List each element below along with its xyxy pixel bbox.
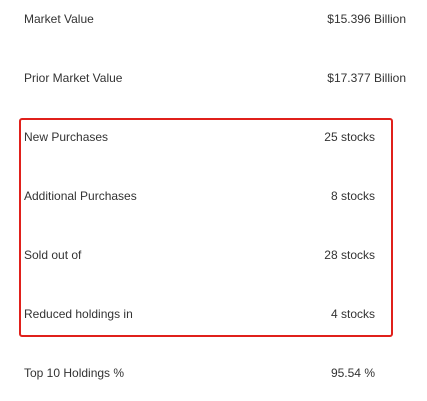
top10-holdings-row: Top 10 Holdings % 95.54 % (0, 363, 427, 383)
additional-purchases-label: Additional Purchases (24, 189, 137, 203)
reduced-holdings-label: Reduced holdings in (24, 307, 133, 321)
additional-purchases-row: Additional Purchases 8 stocks (0, 186, 427, 206)
additional-purchases-value: 8 stocks (330, 189, 375, 203)
new-purchases-value: 25 stocks (324, 130, 375, 144)
prior-market-value-value: $17.377 Billion (327, 71, 406, 85)
new-purchases-label: New Purchases (24, 130, 109, 144)
reduced-holdings-row: Reduced holdings in 4 stocks (0, 304, 427, 324)
market-value-row: Market Value $15.396 Billion (0, 9, 427, 29)
activity-highlight-box (19, 118, 393, 337)
prior-market-value-label: Prior Market Value (24, 71, 123, 85)
sold-out-value: 28 stocks (324, 248, 375, 262)
sold-out-label: Sold out of (24, 248, 82, 262)
sold-out-row: Sold out of 28 stocks (0, 245, 427, 265)
top10-holdings-label: Top 10 Holdings % (24, 366, 125, 380)
top10-holdings-value: 95.54 % (330, 366, 375, 380)
reduced-holdings-value: 4 stocks (330, 307, 375, 321)
market-value-value: $15.396 Billion (327, 12, 406, 26)
prior-market-value-row: Prior Market Value $17.377 Billion (0, 68, 427, 88)
new-purchases-row: New Purchases 25 stocks (0, 127, 427, 147)
market-value-label: Market Value (24, 12, 94, 26)
